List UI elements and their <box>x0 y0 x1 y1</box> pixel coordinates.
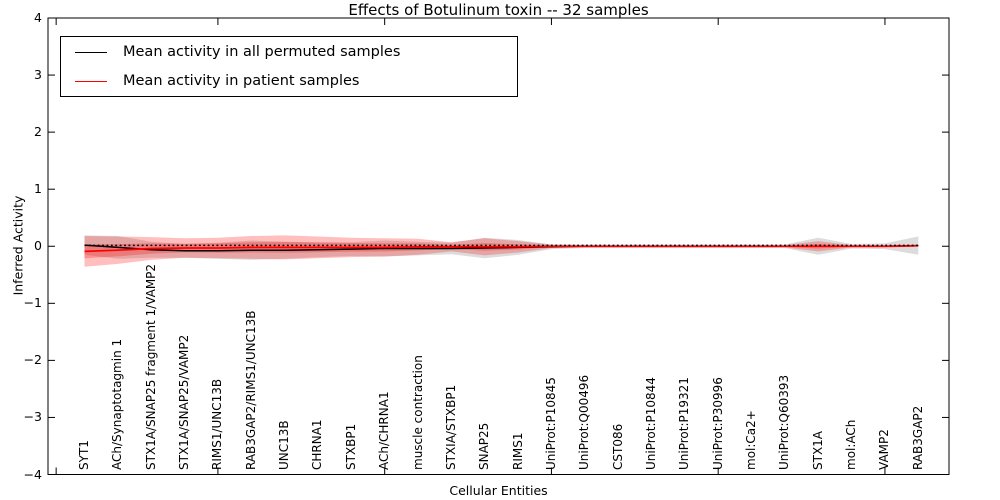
x-category-label: mol:Ca2+ <box>744 410 759 470</box>
x-category-label: UniProt:P10844 <box>643 377 658 470</box>
x-category-label: SNAP25 <box>477 422 492 470</box>
patient-mean-line <box>84 244 919 253</box>
x-category-label: STX1A <box>810 430 825 470</box>
y-tick-label: −1 <box>23 295 42 311</box>
y-tick-label: −3 <box>23 409 42 425</box>
y-tick-label: 3 <box>34 67 42 83</box>
x-category-label: UniProt:Q60393 <box>777 374 792 470</box>
patient-line-sample <box>75 80 107 82</box>
permuted-line-sample <box>75 51 107 53</box>
x-category-label: CST086 <box>610 423 625 470</box>
legend-label-permuted: Mean activity in all permuted samples <box>123 44 401 60</box>
x-category-label: RAB3GAP2/RIMS1/UNC13B <box>243 310 258 470</box>
x-category-label: STX1A/SNAP25/VAMP2 <box>177 334 192 470</box>
x-axis-label: Cellular Entities <box>449 483 548 498</box>
x-category-label: UniProt:P30996 <box>710 377 725 470</box>
x-category-label: STXBP1 <box>343 423 358 470</box>
x-category-label: muscle contraction <box>410 355 425 470</box>
patient-std-band <box>84 235 919 267</box>
x-category-label: VAMP2 <box>877 429 892 470</box>
chart-title: Effects of Botulinum toxin -- 32 samples <box>348 1 649 19</box>
legend-entry-patient: Mean activity in patient samples <box>61 67 517 95</box>
legend-entry-permuted: Mean activity in all permuted samples <box>61 38 517 66</box>
y-tick-label: 1 <box>34 181 42 197</box>
x-category-label: RAB3GAP2 <box>910 405 925 470</box>
x-category-label: SYT1 <box>77 440 91 470</box>
x-category-label: RIMS1/UNC13B <box>210 378 225 470</box>
legend-label-patient: Mean activity in patient samples <box>123 73 360 89</box>
x-category-label: UniProt:P19321 <box>677 377 692 470</box>
x-category-label: CHRNA1 <box>310 419 325 470</box>
y-tick-label: −4 <box>23 466 42 482</box>
x-category-label: UniProt:Q00496 <box>577 374 592 470</box>
y-tick-label: 2 <box>34 124 42 140</box>
x-category-label: ACh/Synaptotagmin 1 <box>110 338 125 470</box>
x-category-label: RIMS1 <box>510 432 525 470</box>
y-tick-label: 4 <box>34 10 42 25</box>
y-tick-label: 0 <box>34 238 42 254</box>
y-tick-label: −2 <box>23 352 42 368</box>
x-category-label: ACh/CHRNA1 <box>377 391 392 470</box>
x-category-label: STX1A/SNAP25 fragment 1/VAMP2 <box>143 263 158 470</box>
x-category-label: mol:ACh <box>844 419 859 470</box>
x-category-label: STXIA/STXBP1 <box>443 384 458 470</box>
x-category-label: UniProt:P10845 <box>543 377 558 470</box>
x-category-label: UNC13B <box>277 420 292 470</box>
legend: Mean activity in all permuted samples Me… <box>60 36 518 97</box>
